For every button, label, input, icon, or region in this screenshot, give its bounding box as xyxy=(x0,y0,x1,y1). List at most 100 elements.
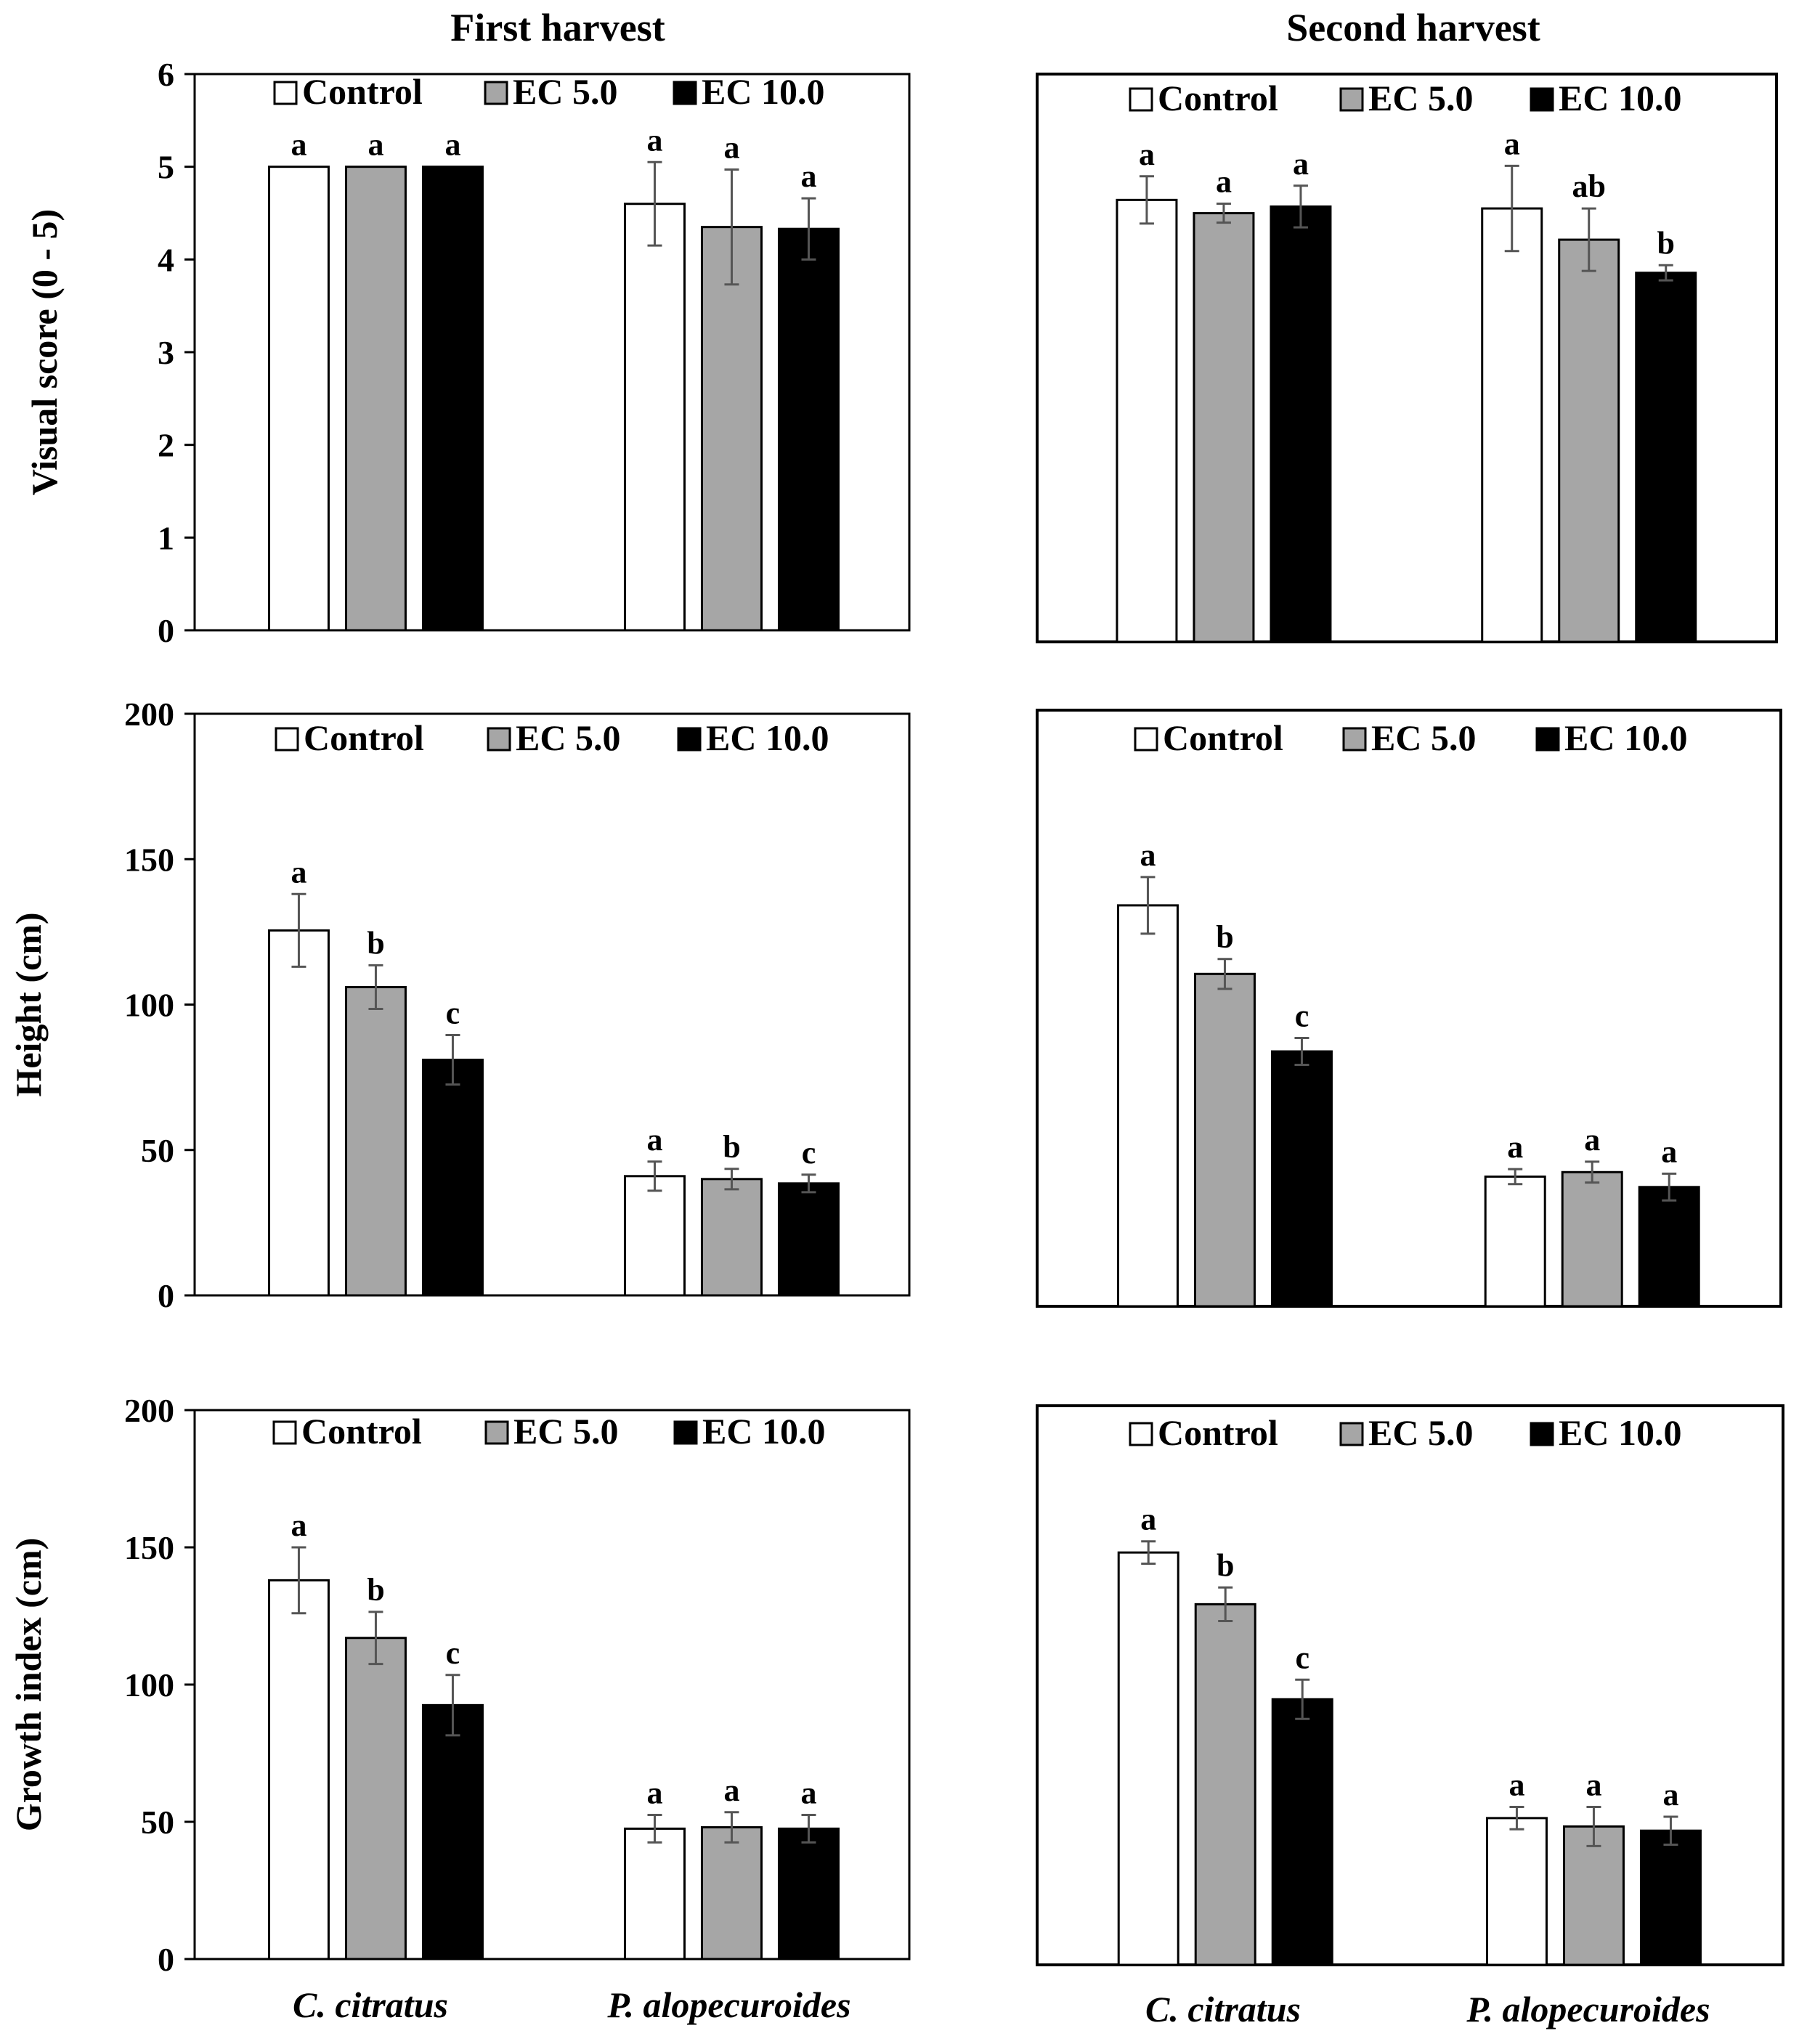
significance-letter: a xyxy=(800,158,816,194)
significance-letter: a xyxy=(444,127,460,163)
bar xyxy=(421,1703,484,1960)
significance-letter: ab xyxy=(1572,168,1605,204)
significance-letter: a xyxy=(367,127,383,163)
bar xyxy=(421,166,484,632)
significance-letter: a xyxy=(800,1775,816,1811)
bar xyxy=(1638,1186,1700,1308)
legend-label: EC 5.0 xyxy=(1368,1412,1473,1453)
bar xyxy=(1481,207,1543,643)
legend-label: EC 5.0 xyxy=(513,1411,618,1451)
bar xyxy=(777,1827,840,1960)
legend-label: EC 5.0 xyxy=(1368,78,1473,118)
significance-letter: c xyxy=(446,995,460,1031)
y-tick-label: 4 xyxy=(158,241,174,278)
y-tick-label: 5 xyxy=(158,149,174,186)
bar xyxy=(623,1175,686,1297)
significance-letter: a xyxy=(646,1122,662,1157)
legend-swatch xyxy=(275,727,299,752)
significance-letter: b xyxy=(1216,919,1233,955)
column-title-first: First harvest xyxy=(450,6,665,49)
y-tick-label: 100 xyxy=(124,987,174,1024)
column-title-second: Second harvest xyxy=(1286,6,1540,49)
y-tick-label: 0 xyxy=(158,1941,174,1978)
legend-swatch xyxy=(1134,727,1158,752)
bar xyxy=(1117,1551,1179,1966)
significance-letter: c xyxy=(1295,998,1309,1034)
x-category-label: C. citratus xyxy=(1145,1989,1301,2029)
y-tick-label: 200 xyxy=(124,696,174,733)
legend-swatch xyxy=(673,81,697,105)
legend-label: EC 5.0 xyxy=(1371,717,1476,758)
legend-label: EC 10.0 xyxy=(1559,1412,1681,1453)
bar xyxy=(1484,1175,1546,1308)
legend-label: Control xyxy=(302,71,423,112)
significance-letter: a xyxy=(723,1772,739,1808)
y-axis-label: Height (cm) xyxy=(8,912,49,1096)
bar xyxy=(700,1826,763,1960)
y-tick-label: 6 xyxy=(158,56,174,93)
significance-letter: a xyxy=(1584,1122,1600,1157)
legend-label: Control xyxy=(301,1411,422,1451)
legend-label: EC 5.0 xyxy=(513,71,617,112)
legend: Control EC 5.0 EC 10.0 xyxy=(272,1411,825,1451)
plot-frame xyxy=(1036,709,1782,1308)
x-category-label: P. alopecuroides xyxy=(1466,1989,1710,2029)
bar xyxy=(344,166,407,632)
legend-swatch xyxy=(487,727,511,752)
bar xyxy=(1116,198,1178,643)
y-axis-label: Growth index (cm) xyxy=(8,1538,49,1832)
significance-letter: a xyxy=(1140,837,1156,873)
legend-swatch xyxy=(273,81,298,105)
legend-swatch xyxy=(484,81,508,105)
y-axis-label: Visual score (0 - 5) xyxy=(24,209,65,495)
legend-label: EC 10.0 xyxy=(702,71,824,112)
bar xyxy=(777,1182,840,1297)
significance-letter: a xyxy=(291,854,306,889)
bar xyxy=(623,1827,686,1960)
significance-letter: a xyxy=(1662,1777,1678,1812)
panel-height-first: 0 50 100 150 200 Height (cm) a a b b c c Control EC 5… xyxy=(8,696,911,1314)
y-tick-label: 50 xyxy=(141,1804,174,1841)
panel-visual-first: 0 1 2 3 4 5 6 Visual score (0 - 5) a a a a a a Control… xyxy=(24,56,911,649)
legend-label: Control xyxy=(1158,78,1278,118)
significance-letter: b xyxy=(367,925,384,961)
significance-letter: a xyxy=(1140,1502,1156,1537)
significance-letter: a xyxy=(1504,126,1520,161)
bar xyxy=(700,1178,763,1297)
bar xyxy=(1561,1170,1623,1308)
panel-growth-second: a a b a c a Control EC 5.0 EC 10.0 xyxy=(1036,1404,1784,1966)
bar xyxy=(1271,1698,1333,1966)
legend-swatch xyxy=(1535,727,1560,752)
y-tick-label: 150 xyxy=(124,1529,174,1566)
legend: Control EC 5.0 EC 10.0 xyxy=(1129,78,1681,118)
significance-letter: a xyxy=(1293,146,1309,182)
bar xyxy=(421,1059,484,1297)
panel-height-second: a a b a c a Control EC 5.0 EC 10.0 xyxy=(1036,709,1782,1308)
plot-frame xyxy=(1036,1404,1784,1966)
legend-swatch xyxy=(677,727,702,752)
significance-letter: a xyxy=(1139,137,1155,172)
x-category-label: C. citratus xyxy=(293,1984,448,2025)
legend-swatch xyxy=(1129,1422,1153,1446)
bar xyxy=(700,226,763,632)
y-tick-label: 0 xyxy=(158,1277,174,1314)
significance-letter: b xyxy=(1217,1547,1234,1583)
legend-swatch xyxy=(1530,87,1554,112)
legend-label: EC 10.0 xyxy=(706,717,829,758)
y-tick-label: 50 xyxy=(141,1132,174,1169)
bar xyxy=(344,985,407,1297)
bar xyxy=(267,166,330,632)
y-tick-label: 3 xyxy=(158,334,174,371)
legend-swatch xyxy=(272,1420,297,1445)
significance-letter: b xyxy=(723,1129,740,1165)
significance-letter: a xyxy=(1585,1767,1601,1802)
significance-letter: c xyxy=(802,1135,816,1170)
significance-letter: a xyxy=(291,127,306,163)
legend-swatch xyxy=(1339,87,1364,112)
legend-swatch xyxy=(484,1420,509,1445)
y-tick-label: 100 xyxy=(124,1666,174,1703)
significance-letter: c xyxy=(446,1635,460,1671)
bar xyxy=(1562,1825,1625,1966)
legend: Control EC 5.0 EC 10.0 xyxy=(1134,717,1687,758)
